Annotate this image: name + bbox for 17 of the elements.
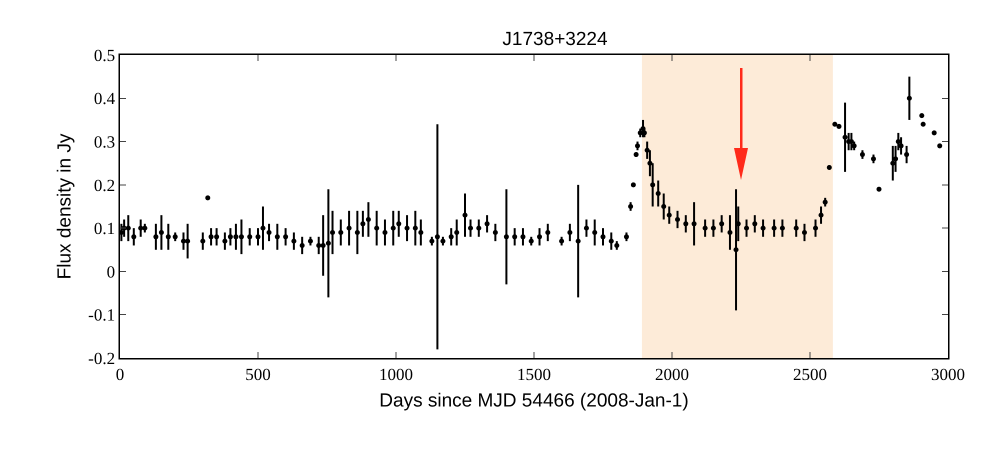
y-tick-label: -0.2: [88, 348, 116, 368]
x-tick-label: 1500: [517, 364, 551, 384]
y-tick-label: 0.2: [94, 176, 116, 195]
x-tick-label: 2000: [655, 364, 689, 384]
x-axis-title: Days since MJD 54466 (2008-Jan-1): [379, 390, 689, 412]
y-tick-label: 0.3: [94, 132, 116, 152]
x-tick-label: 500: [245, 364, 271, 384]
y-tick-label: 0: [106, 262, 116, 282]
chart-title: J1738+3224: [502, 28, 608, 50]
y-tick-label: 0.5: [94, 46, 116, 65]
y-tick-label: -0.1: [88, 306, 116, 325]
y-tick-label: 0.4: [94, 89, 116, 108]
y-tick-label: 0.1: [94, 219, 116, 238]
y-axis-title: Flux density in Jy: [54, 133, 76, 280]
x-tick-label: 2500: [793, 364, 827, 384]
x-tick-label: 1000: [379, 364, 413, 384]
x-tick-label: 3000: [931, 364, 965, 384]
